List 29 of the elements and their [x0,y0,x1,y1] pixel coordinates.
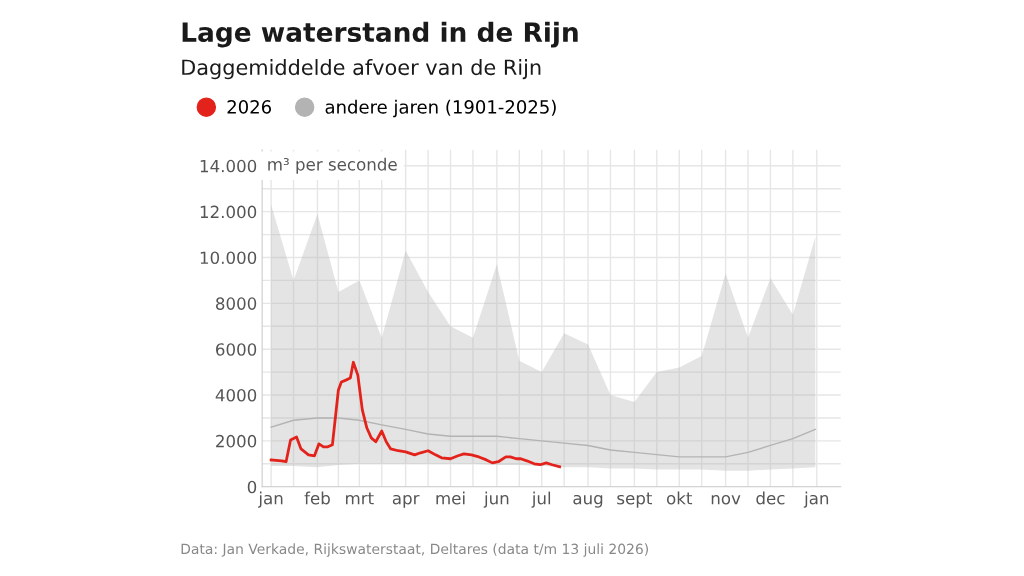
y-tick-label: 0 [247,480,257,494]
line-series [269,360,562,469]
x-tick-label: okt [666,491,693,505]
x-tick-label: jan [803,491,829,508]
y-tick-label: 6000 [216,343,257,356]
y-tick-label: 2000 [216,434,257,448]
line-series [270,417,816,458]
chart-subtitle: Daggemiddelde afvoer van de Rijn [182,59,541,80]
legend-label: 2026 [227,100,272,114]
y-tick-label: 8000 [216,297,257,310]
x-tick-label: sept [617,492,653,508]
legend-label: andere jaren (1901-2025) [325,99,556,118]
x-tick-label: apr [392,494,420,508]
x-tick-label: mei [436,491,465,505]
x-tick-label: feb [304,491,330,505]
y-axis-title: m³ per seconde [268,157,397,174]
x-tick-label: aug [573,494,603,508]
x-tick-label: nov [711,494,741,505]
y-tick-label: 4000 [215,388,257,402]
text: Data: Jan Verkade, Rijkswaterstaat, Deltares (data t/m 13 juli 2026) [181,543,648,557]
chart-title: Lage waterstand in de Rijn [182,21,578,48]
x-tick-label: jan [258,491,283,508]
x-tick-label: dec [756,491,785,505]
x-tick-label: jun [483,491,509,508]
x-tick-label: jul [531,491,551,508]
y-tick-label: 14.000 [200,159,257,173]
x-tick-label: mrt [346,492,374,505]
y-tick-label: 10.000 [200,251,257,265]
y-tick-label: 12.000 [200,205,257,219]
